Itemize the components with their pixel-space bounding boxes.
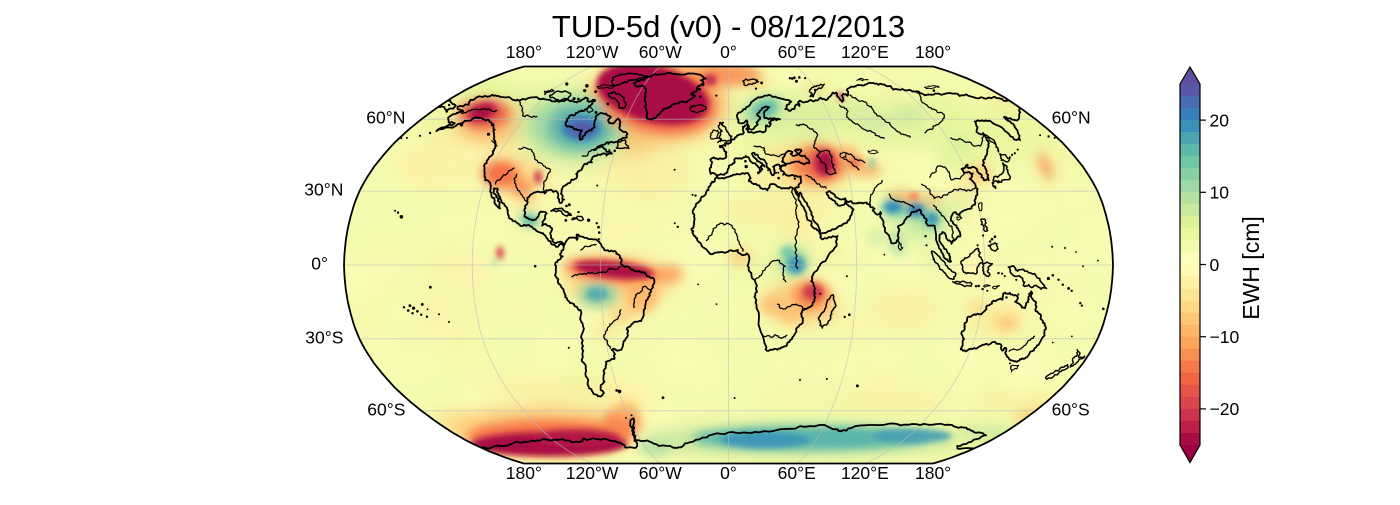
svg-text:60°S: 60°S: [367, 399, 405, 419]
svg-text:20: 20: [1210, 110, 1230, 130]
svg-text:60°E: 60°E: [778, 463, 816, 483]
svg-text:0°: 0°: [311, 254, 328, 274]
svg-text:120°W: 120°W: [566, 463, 619, 483]
svg-text:60°S: 60°S: [1052, 399, 1090, 419]
svg-text:−20: −20: [1210, 399, 1240, 419]
svg-text:0°: 0°: [720, 42, 737, 62]
svg-text:EWH [cm]: EWH [cm]: [1238, 216, 1264, 320]
svg-text:180°: 180°: [915, 463, 951, 483]
svg-text:180°: 180°: [506, 463, 542, 483]
svg-text:120°W: 120°W: [566, 42, 619, 62]
svg-text:180°: 180°: [506, 42, 542, 62]
svg-text:60°W: 60°W: [639, 463, 682, 483]
svg-text:30°N: 30°N: [304, 180, 343, 200]
svg-text:60°E: 60°E: [778, 42, 816, 62]
svg-text:60°N: 60°N: [366, 108, 405, 128]
svg-text:0°: 0°: [720, 463, 737, 483]
svg-text:180°: 180°: [915, 42, 951, 62]
svg-text:60°W: 60°W: [639, 42, 682, 62]
svg-text:120°E: 120°E: [841, 42, 889, 62]
svg-text:30°S: 30°S: [305, 327, 343, 347]
svg-text:TUD-5d (v0) - 08/12/2013: TUD-5d (v0) - 08/12/2013: [552, 9, 905, 44]
svg-text:−10: −10: [1210, 327, 1240, 347]
svg-text:0: 0: [1210, 255, 1220, 275]
svg-text:120°E: 120°E: [841, 463, 889, 483]
svg-text:10: 10: [1210, 183, 1230, 203]
svg-text:60°N: 60°N: [1052, 108, 1091, 128]
